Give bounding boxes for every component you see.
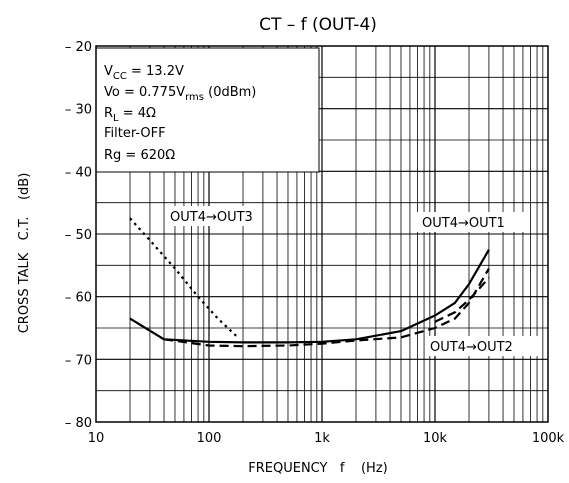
condition-vo-rest: (0dBm)	[204, 85, 256, 100]
x-tick-label: 100	[197, 431, 222, 446]
condition-vcc: VCC = 13.2V	[104, 64, 184, 82]
axes: 10 100 1k 10k 100k – 20 – 30 – 40 – 50 – 60 – 70 – …	[65, 40, 565, 446]
condition-vo-sub: rms	[185, 92, 204, 103]
y-tick-label: – 60	[65, 291, 92, 306]
y-tick-label: – 50	[65, 228, 92, 243]
y-axis-label: CROSS TALK C.T. (dB)	[17, 173, 32, 334]
x-axis-label: FREQUENCY f (Hz)	[248, 461, 387, 476]
condition-rl-sub: L	[113, 113, 119, 124]
label-bg-out3	[166, 206, 262, 226]
series-line	[163, 267, 490, 348]
y-tick-label: – 30	[65, 103, 92, 118]
condition-rl: RL = 4Ω	[104, 106, 156, 124]
y-tick-label: – 40	[65, 165, 92, 180]
plot-frame	[95, 45, 549, 423]
series-line	[434, 277, 490, 323]
series-label-out3: OUT4→OUT3	[170, 210, 253, 225]
x-tick-label: 100k	[532, 431, 565, 446]
x-tick-label: 10	[88, 431, 105, 446]
condition-rl-rest: = 4Ω	[119, 106, 156, 121]
y-tick-label: – 70	[65, 353, 92, 368]
chart-title: CT – f (OUT-4)	[259, 15, 377, 35]
condition-vo-main: Vo = 0.775V	[104, 85, 185, 100]
condition-vcc-rest: = 13.2V	[127, 64, 184, 79]
series-label-out1: OUT4→OUT1	[422, 216, 505, 231]
conditions-box	[95, 47, 320, 173]
label-bg-out2	[426, 336, 540, 356]
series-line	[129, 249, 490, 344]
series-curves	[129, 217, 490, 348]
series-line	[129, 217, 239, 339]
condition-rg: Rg = 620Ω	[104, 148, 175, 163]
x-tick-label: 10k	[423, 431, 448, 446]
label-bg-out1	[417, 212, 529, 232]
condition-filter: Filter-OFF	[104, 126, 166, 141]
y-tick-label: – 80	[65, 416, 92, 431]
condition-vo: Vo = 0.775Vrms (0dBm)	[104, 85, 256, 103]
y-tick-label: – 20	[65, 40, 92, 55]
condition-vcc-sub: CC	[113, 71, 127, 82]
condition-rl-main: R	[104, 106, 113, 121]
series-label-out2: OUT4→OUT2	[430, 340, 513, 355]
condition-vcc-main: V	[104, 64, 113, 79]
x-tick-label: 1k	[314, 431, 330, 446]
